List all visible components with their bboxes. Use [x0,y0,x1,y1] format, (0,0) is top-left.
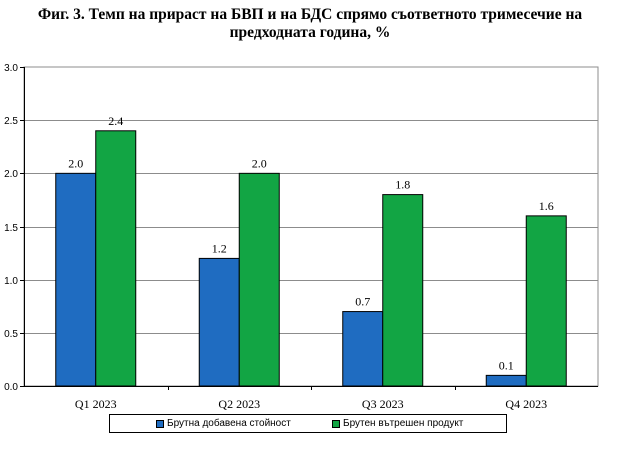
data-label: 2.4 [108,114,123,128]
legend-label-value-added: Брутна добавена стойност [167,418,291,429]
x-tick-label: Q4 2023 [505,397,547,411]
bar-value-added [198,257,240,387]
chart-legend: Брутна добавена стойност Брутен вътрешен… [109,414,507,433]
chart-title: Фиг. 3. Темп на прираст на БВП и на БДС … [0,6,620,42]
y-tick-label: 1.5 [4,223,18,234]
bar-value-added [342,311,384,387]
legend-swatch-value-added [156,419,164,428]
data-label: 1.6 [539,199,554,213]
chart-title-line-1: Фиг. 3. Темп на прираст на БВП и на БДС … [37,6,583,23]
legend-swatch-gdp [332,419,340,428]
legend-item-gdp: Брутен вътрешен продукт [332,418,463,429]
legend-label-gdp: Брутен вътрешен продукт [343,418,464,429]
x-tick-label: Q3 2023 [362,397,404,411]
bar-gdp [238,172,280,387]
legend-item-value-added: Брутна добавена стойност [156,418,291,429]
y-tick-label: 2.5 [4,116,18,127]
x-tick-label: Q2 2023 [218,397,260,411]
bar-gdp [382,194,424,387]
bar-gdp [525,215,567,387]
bar-value-added [485,374,527,387]
y-tick-label: 0.5 [4,329,18,340]
bar-gdp [95,130,137,387]
data-label: 1.8 [395,178,410,192]
data-label: 0.1 [499,358,514,372]
data-label: 0.7 [355,295,370,309]
y-tick-label: 2.0 [4,169,18,180]
chart-title-line-2: предходната година, % [229,24,391,41]
y-tick-label: 1.0 [4,276,18,287]
data-label: 2.0 [252,156,267,170]
data-label: 1.2 [212,241,227,255]
data-label: 2.0 [68,156,83,170]
y-tick-label: 3.0 [4,63,18,74]
x-tick-label: Q1 2023 [75,397,117,411]
y-tick-label: 0.0 [4,382,18,393]
bar-value-added [55,172,97,387]
